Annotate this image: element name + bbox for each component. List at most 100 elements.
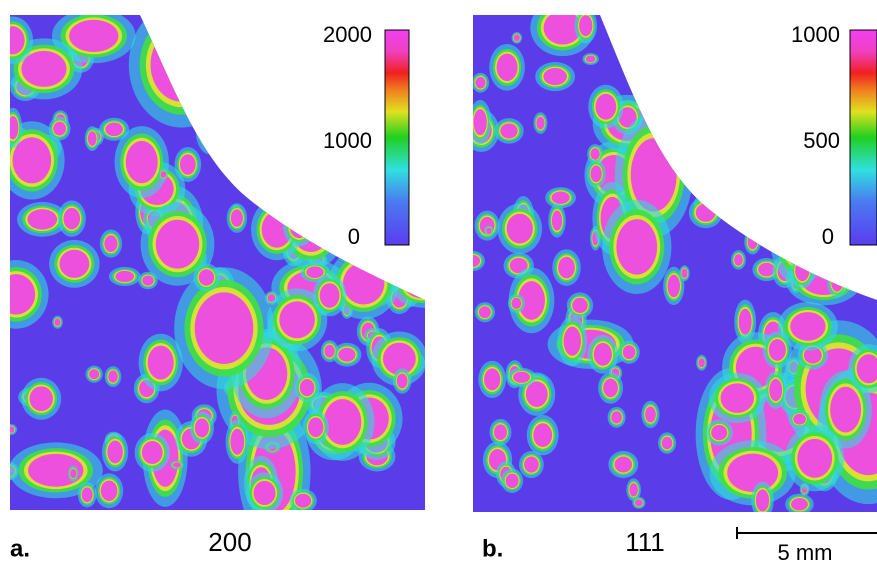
- intensity-spot: [10, 115, 19, 140]
- intensity-spot: [513, 34, 520, 42]
- intensity-spot: [193, 15, 214, 37]
- intensity-spot: [295, 153, 307, 165]
- intensity-spot: [808, 146, 831, 192]
- intensity-spot: [579, 15, 593, 37]
- intensity-spot: [186, 91, 205, 112]
- intensity-spot: [268, 56, 301, 84]
- intensity-spot: [585, 55, 596, 63]
- intensity-spot: [816, 79, 840, 99]
- intensity-spot: [198, 269, 215, 286]
- intensity-spot: [234, 81, 260, 117]
- intensity-spot: [791, 93, 813, 126]
- intensity-spot: [830, 386, 862, 433]
- intensity-spot: [236, 83, 258, 115]
- intensity-spot: [702, 145, 724, 184]
- intensity-spot: [792, 227, 813, 250]
- intensity-spot: [506, 213, 533, 244]
- intensity-spot: [505, 473, 519, 488]
- intensity-spot: [107, 440, 123, 464]
- intensity-spot: [664, 34, 686, 53]
- intensity-spot: [810, 74, 846, 104]
- colorbar-label: 500: [803, 128, 840, 153]
- intensity-spot: [335, 63, 353, 80]
- intensity-spot: [827, 257, 838, 271]
- intensity-spot: [777, 233, 791, 248]
- intensity-spot: [536, 116, 545, 130]
- intensity-spot: [240, 43, 276, 95]
- intensity-spot: [306, 266, 324, 279]
- intensity-spot: [194, 418, 210, 438]
- intensity-spot: [665, 35, 684, 51]
- intensity-spot: [736, 47, 747, 59]
- intensity-spot: [417, 51, 425, 62]
- intensity-spot: [791, 497, 808, 511]
- intensity-spot: [218, 94, 229, 108]
- intensity-spot: [167, 22, 183, 39]
- intensity-spot: [525, 381, 548, 407]
- intensity-spot: [349, 203, 364, 215]
- intensity-spot: [162, 16, 188, 45]
- intensity-spot: [524, 456, 539, 473]
- intensity-spot: [253, 480, 276, 506]
- intensity-spot: [704, 96, 727, 119]
- intensity-spot: [87, 131, 97, 146]
- intensity-spot: [707, 100, 719, 112]
- intensity-spot: [320, 192, 328, 203]
- intensity-spot: [201, 117, 218, 145]
- intensity-spot: [639, 77, 666, 118]
- intensity-spot: [825, 255, 840, 274]
- intensity-spot: [558, 256, 575, 279]
- intensity-spot: [418, 52, 425, 62]
- intensity-spot: [856, 354, 877, 384]
- intensity-spot: [795, 76, 814, 93]
- intensity-spot: [622, 345, 636, 360]
- intensity-spot: [734, 254, 743, 266]
- intensity-spot: [184, 76, 198, 91]
- intensity-spot: [763, 181, 770, 193]
- intensity-spot: [661, 32, 688, 55]
- intensity-spot: [70, 468, 77, 479]
- intensity-spot: [292, 151, 310, 167]
- intensity-spot: [629, 483, 638, 497]
- intensity-spot: [685, 74, 696, 89]
- intensity-spot: [590, 165, 602, 183]
- intensity-spot: [811, 153, 828, 185]
- intensity-spot: [708, 101, 718, 112]
- intensity-spot: [351, 205, 362, 214]
- intensity-spot: [336, 64, 352, 79]
- intensity-spot: [805, 104, 829, 122]
- intensity-spot: [320, 193, 328, 202]
- intensity-spot: [296, 154, 306, 164]
- intensity-spot: [533, 423, 553, 448]
- intensity-spot: [228, 25, 288, 113]
- intensity-spot: [702, 94, 729, 121]
- intensity-spot: [183, 88, 208, 115]
- intensity-spot: [681, 268, 688, 278]
- intensity-spot: [228, 72, 266, 126]
- intensity-spot: [690, 141, 706, 160]
- intensity-spot: [823, 201, 843, 223]
- intensity-spot: [280, 123, 293, 134]
- intensity-spot: [281, 124, 292, 133]
- intensity-spot: [319, 283, 340, 308]
- intensity-spot: [10, 26, 25, 55]
- intensity-spot: [104, 235, 118, 252]
- intensity-spot: [809, 85, 824, 105]
- intensity-spot: [486, 227, 492, 235]
- intensity-spot: [475, 76, 486, 89]
- intensity-spot: [289, 214, 309, 239]
- intensity-spot: [215, 91, 232, 111]
- intensity-spot: [807, 105, 828, 120]
- intensity-spot: [300, 173, 311, 185]
- intensity-spot: [787, 222, 818, 256]
- panel-letter: b.: [482, 535, 503, 562]
- intensity-spot: [10, 426, 15, 433]
- intensity-spot: [688, 139, 708, 162]
- intensity-spot: [298, 171, 313, 187]
- intensity-map: [473, 15, 877, 512]
- intensity-spot: [308, 417, 324, 438]
- intensity-spot: [812, 155, 827, 183]
- intensity-spot: [195, 107, 224, 155]
- intensity-spot: [797, 438, 833, 478]
- intensity-spot: [728, 150, 737, 165]
